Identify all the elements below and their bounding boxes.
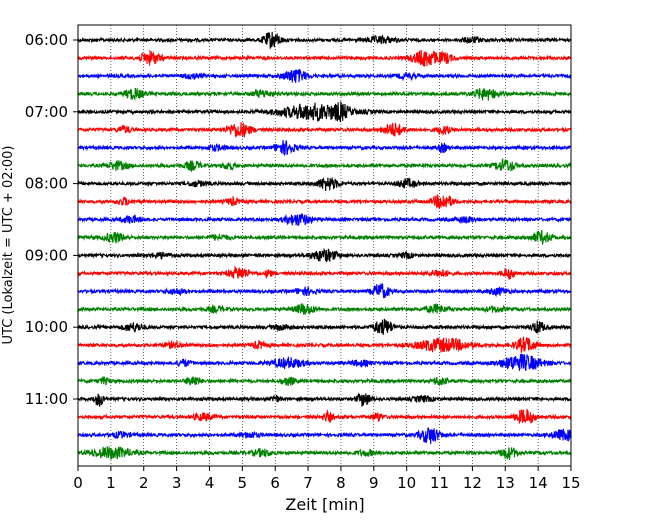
trace-0615 [77, 49, 572, 67]
trace-0830 [77, 213, 572, 227]
trace-1030 [77, 353, 572, 372]
x-tick-label: 11 [430, 474, 449, 492]
x-tick-label: 6 [270, 474, 280, 492]
trace-1000 [77, 318, 572, 335]
trace-1115 [77, 408, 572, 424]
y-axis-title: UTC (Lokalzeit = UTC + 02:00) [1, 146, 16, 345]
x-tick-label: 2 [139, 474, 149, 492]
x-tick-label: 8 [336, 474, 346, 492]
x-tick-label: 9 [369, 474, 379, 492]
trace-0900 [77, 247, 572, 263]
x-tick-label: 14 [529, 474, 548, 492]
trace-0730 [77, 140, 572, 156]
x-tick-label: 7 [303, 474, 313, 492]
trace-0645 [77, 87, 572, 101]
x-tick-label: 15 [561, 474, 580, 492]
x-tick-label: 5 [238, 474, 248, 492]
y-tick-label: 11:00 [25, 390, 68, 408]
x-tick-label: 1 [106, 474, 116, 492]
trace-0930 [77, 283, 572, 299]
seismogram-traces [77, 31, 572, 460]
trace-1100 [77, 392, 572, 408]
trace-0715 [77, 122, 572, 138]
trace-1045 [77, 375, 572, 387]
x-axis-ticks: 0 1 2 3 4 5 6 7 8 9 10 11 12 13 14 15 [73, 466, 581, 492]
x-tick-label: 3 [172, 474, 182, 492]
y-tick-label: 09:00 [25, 246, 68, 264]
trace-0815 [77, 194, 572, 210]
y-tick-label: 06:00 [25, 31, 68, 49]
x-tick-label: 10 [397, 474, 416, 492]
x-tick-label: 13 [496, 474, 515, 492]
x-tick-label: 4 [205, 474, 215, 492]
x-tick-label: 12 [463, 474, 482, 492]
x-axis-title: Zeit [min] [285, 495, 364, 514]
trace-0800 [77, 176, 572, 192]
trace-0845 [77, 230, 572, 246]
y-tick-label: 07:00 [25, 103, 68, 121]
y-axis-ticks: 06:00 07:00 08:00 09:00 10:00 11:00 [25, 31, 78, 408]
trace-0745 [77, 158, 572, 173]
plot-frame [77, 24, 572, 467]
trace-0915 [77, 265, 572, 280]
trace-0600 [77, 31, 572, 49]
x-tick-label: 0 [73, 474, 83, 492]
trace-1015 [77, 336, 572, 353]
trace-0700 [77, 101, 572, 123]
y-tick-label: 10:00 [25, 318, 68, 336]
y-tick-label: 08:00 [25, 175, 68, 193]
trace-0630 [77, 69, 572, 84]
trace-1145 [77, 446, 572, 460]
trace-1130 [77, 426, 572, 445]
trace-0945 [77, 302, 572, 316]
